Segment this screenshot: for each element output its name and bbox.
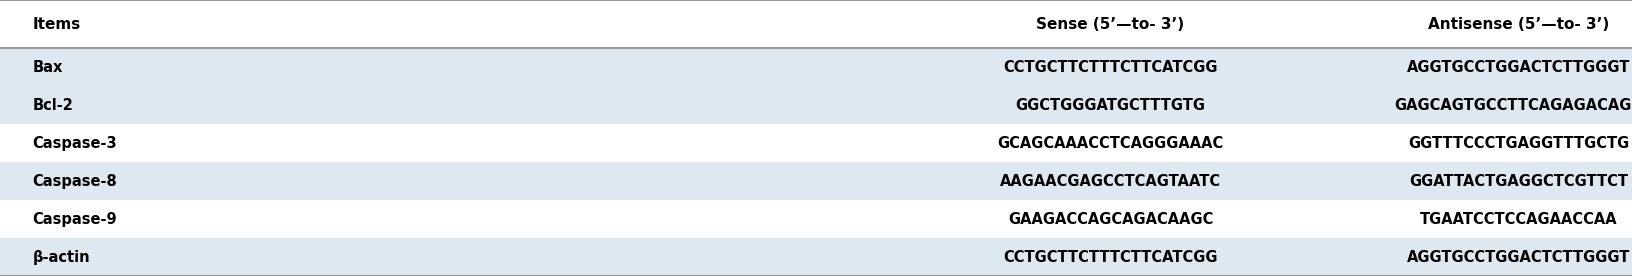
Text: GGCTGGGATGCTTTGTG: GGCTGGGATGCTTTGTG xyxy=(1015,98,1204,113)
Text: Caspase-8: Caspase-8 xyxy=(33,174,118,189)
Text: GGTTTCCCTGAGGTTTGCTG: GGTTTCCCTGAGGTTTGCTG xyxy=(1407,136,1629,151)
Text: Bcl-2: Bcl-2 xyxy=(33,98,73,113)
Text: Bax: Bax xyxy=(33,60,64,75)
Text: Antisense (5’—to- 3’): Antisense (5’—to- 3’) xyxy=(1428,17,1608,32)
Bar xyxy=(0,48,1632,86)
Text: Caspase-9: Caspase-9 xyxy=(33,212,118,227)
Bar xyxy=(0,162,1632,200)
Text: Sense (5’—to- 3’): Sense (5’—to- 3’) xyxy=(1036,17,1183,32)
Text: CCTGCTTCTTTCTTCATCGG: CCTGCTTCTTTCTTCATCGG xyxy=(1002,60,1217,75)
Text: GAAGACCAGCAGACAAGC: GAAGACCAGCAGACAAGC xyxy=(1007,212,1213,227)
Text: GGATTACTGAGGCTCGTTCT: GGATTACTGAGGCTCGTTCT xyxy=(1408,174,1627,189)
Text: AGGTGCCTGGACTCTTGGGT: AGGTGCCTGGACTCTTGGGT xyxy=(1407,60,1629,75)
Text: Caspase-3: Caspase-3 xyxy=(33,136,118,151)
Text: Items: Items xyxy=(33,17,82,32)
Text: AAGAACGAGCCTCAGTAATC: AAGAACGAGCCTCAGTAATC xyxy=(999,174,1221,189)
Bar xyxy=(0,238,1632,276)
Text: AGGTGCCTGGACTCTTGGGT: AGGTGCCTGGACTCTTGGGT xyxy=(1407,250,1629,264)
Text: GCAGCAAACCTCAGGGAAAC: GCAGCAAACCTCAGGGAAAC xyxy=(997,136,1222,151)
Text: CCTGCTTCTTTCTTCATCGG: CCTGCTTCTTTCTTCATCGG xyxy=(1002,250,1217,264)
Text: β-actin: β-actin xyxy=(33,250,90,264)
Text: GAGCAGTGCCTTCAGAGACAGC: GAGCAGTGCCTTCAGAGACAGC xyxy=(1394,98,1632,113)
Text: TGAATCCTCCAGAACCAA: TGAATCCTCCAGAACCAA xyxy=(1418,212,1617,227)
Bar xyxy=(0,86,1632,124)
